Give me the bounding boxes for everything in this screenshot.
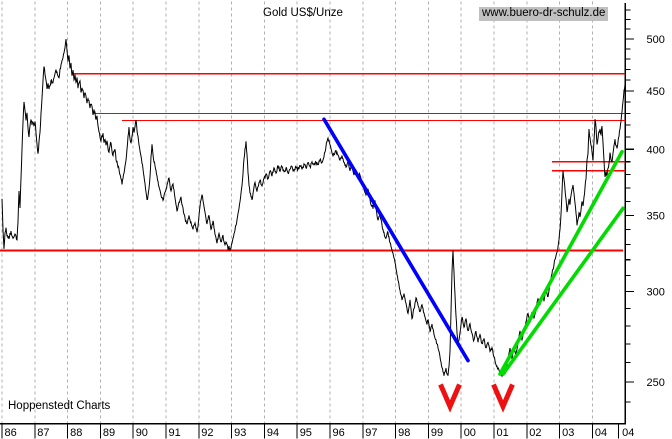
x-axis-label: 04 <box>595 427 607 439</box>
y-axis-label: 400 <box>647 144 665 156</box>
x-axis-label: 90 <box>136 427 148 439</box>
x-axis-label: 00 <box>464 427 476 439</box>
axes <box>0 3 635 425</box>
price-series <box>1 38 626 378</box>
y-axis-label: 450 <box>647 86 665 98</box>
y-axis-label: 500 <box>647 34 665 46</box>
v-bottom-mark <box>491 383 515 413</box>
x-axis-label: 89 <box>103 427 115 439</box>
x-axis-label: 03 <box>562 427 574 439</box>
trend-lines <box>322 117 625 376</box>
gold-price-line <box>1 38 626 378</box>
v-bottom-mark <box>438 383 462 413</box>
y-axis-label: 250 <box>647 377 665 389</box>
x-axis-labels: 86 87 88 89 90 91 92 93 94 95 96 97 98 99 00 01 02 03 04 04 <box>1 424 634 439</box>
x-axis-label: 94 <box>267 427 279 439</box>
x-axis-label: 96 <box>333 427 345 439</box>
x-axis-label: 86 <box>5 427 17 439</box>
uptrend-shallow-from-2001-low <box>501 206 625 376</box>
watermark-url: www.buero-dr-schulz.de <box>479 7 609 21</box>
x-axis-label: 88 <box>70 427 82 439</box>
year-gridlines <box>1 1 593 424</box>
double-bottom-v-marks <box>438 383 515 413</box>
x-axis-label: 92 <box>201 427 213 439</box>
y-axis-label: 300 <box>647 287 665 299</box>
x-axis-label: 95 <box>300 427 312 439</box>
downtrend-1996-1999 <box>322 117 470 363</box>
brand-label: Hoppenstedt Charts <box>8 400 111 412</box>
x-axis-label: 97 <box>365 427 377 439</box>
corner-x-axis-label: 04 <box>622 427 634 439</box>
y-axis-label: 350 <box>647 210 665 222</box>
support-resistance-lines <box>0 73 625 252</box>
x-axis-label: 02 <box>529 427 541 439</box>
x-axis-label: 91 <box>169 427 181 439</box>
uptrend-steep-from-2001-low <box>498 149 624 376</box>
x-axis-label: 87 <box>37 427 49 439</box>
x-axis-label: 98 <box>398 427 410 439</box>
x-axis-label: 99 <box>431 427 443 439</box>
x-axis-label: 93 <box>234 427 246 439</box>
y-axis-labels: 500 450 400 350 300 250 <box>647 34 665 389</box>
x-axis-label: 01 <box>497 427 509 439</box>
chart-title: Gold US$/Unze <box>263 7 343 19</box>
